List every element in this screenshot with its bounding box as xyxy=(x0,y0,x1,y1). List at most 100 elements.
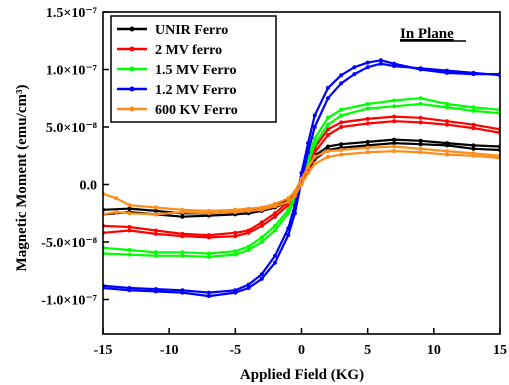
x-axis-title: Applied Field (KG) xyxy=(240,367,364,383)
data-point-1-2-mv-ferro-down-6 xyxy=(247,283,251,287)
data-point-2-mv-ferro-down-17 xyxy=(392,115,396,119)
data-point-1-5-mv-ferro-down-20 xyxy=(472,105,476,109)
data-point-1-2-mv-ferro-down-21 xyxy=(445,71,449,75)
data-point-2-mv-ferro-down-18 xyxy=(419,116,423,120)
legend-label-600-kv-ferro: 600 KV Ferro xyxy=(155,103,238,118)
data-point-1-2-mv-ferro-up-16 xyxy=(352,72,356,76)
x-tick-label-5: 10 xyxy=(427,343,441,358)
data-point-2-mv-ferro-up-19 xyxy=(445,123,449,127)
data-point-1-2-mv-ferro-up-9 xyxy=(286,233,290,237)
data-point-2-mv-ferro-up-20 xyxy=(472,126,476,130)
data-point-2-mv-ferro-down-15 xyxy=(339,120,343,124)
data-point-600-kv-ferro-up-16 xyxy=(339,153,343,157)
data-point-1-2-mv-ferro-down-8 xyxy=(273,254,277,258)
data-point-1-5-mv-ferro-down-19 xyxy=(445,102,449,106)
data-point-2-mv-ferro-down-16 xyxy=(366,117,370,121)
y-axis-title: Magnetic Moment (emu/cm³) xyxy=(14,85,30,272)
data-point-600-kv-ferro-down-3 xyxy=(154,206,158,210)
data-point-600-kv-ferro-up-17 xyxy=(366,150,370,154)
data-point-2-mv-ferro-down-19 xyxy=(445,119,449,123)
data-point-1-5-mv-ferro-up-8 xyxy=(273,229,277,233)
legend-label-unir-ferro: UNIR Ferro xyxy=(155,23,228,38)
data-point-2-mv-ferro-up-15 xyxy=(339,125,343,129)
data-point-600-kv-ferro-down-1 xyxy=(114,196,118,200)
data-point-1-5-mv-ferro-up-14 xyxy=(326,123,330,127)
data-point-600-kv-ferro-up-3 xyxy=(154,212,158,216)
data-point-1-5-mv-ferro-up-16 xyxy=(366,107,370,111)
data-point-600-kv-ferro-up-18 xyxy=(392,149,396,153)
data-point-1-2-mv-ferro-down-5 xyxy=(233,288,237,292)
data-point-1-5-mv-ferro-up-18 xyxy=(419,102,423,106)
data-point-600-kv-ferro-down-9 xyxy=(273,202,277,206)
data-point-1-2-mv-ferro-up-15 xyxy=(339,81,343,85)
legend-label-1-2-mv-ferro: 1.2 MV Ferro xyxy=(155,83,237,98)
data-point-unir-ferro-down-14 xyxy=(326,145,330,149)
data-point-1-5-mv-ferro-down-17 xyxy=(392,99,396,103)
data-point-600-kv-ferro-down-20 xyxy=(445,149,449,153)
legend-marker-1-5-mv-ferro xyxy=(130,67,135,72)
data-point-2-mv-ferro-down-6 xyxy=(247,229,251,233)
x-tick-label-1: -10 xyxy=(160,343,179,358)
data-point-1-2-mv-ferro-down-3 xyxy=(180,288,184,292)
data-point-600-kv-ferro-up-2 xyxy=(128,211,132,215)
data-point-1-2-mv-ferro-down-4 xyxy=(207,291,211,295)
data-point-600-kv-ferro-down-16 xyxy=(339,148,343,152)
legend-label-1-5-mv-ferro: 1.5 MV Ferro xyxy=(155,63,237,78)
data-point-1-5-mv-ferro-up-15 xyxy=(339,114,343,118)
data-point-2-mv-ferro-up-18 xyxy=(419,120,423,124)
data-point-unir-ferro-down-16 xyxy=(366,140,370,144)
data-point-600-kv-ferro-down-18 xyxy=(392,145,396,149)
y-tick-label-2: 0.0 xyxy=(80,179,98,194)
data-point-1-5-mv-ferro-down-18 xyxy=(419,96,423,100)
data-point-600-kv-ferro-down-2 xyxy=(128,203,132,207)
data-point-1-2-mv-ferro-up-14 xyxy=(326,96,330,100)
data-point-1-5-mv-ferro-down-14 xyxy=(326,116,330,120)
data-point-600-kv-ferro-down-11 xyxy=(293,189,297,193)
data-point-1-5-mv-ferro-down-4 xyxy=(207,252,211,256)
data-point-600-kv-ferro-up-10 xyxy=(286,200,290,204)
data-point-2-mv-ferro-up-17 xyxy=(392,119,396,123)
legend-marker-600-kv-ferro xyxy=(130,107,135,112)
data-point-600-kv-ferro-down-10 xyxy=(286,196,290,200)
data-point-2-mv-ferro-up-16 xyxy=(366,122,370,126)
data-point-unir-ferro-up-20 xyxy=(472,147,476,151)
data-point-600-kv-ferro-down-7 xyxy=(247,207,251,211)
data-point-1-5-mv-ferro-down-5 xyxy=(233,249,237,253)
data-point-600-kv-ferro-down-5 xyxy=(207,209,211,213)
data-point-1-5-mv-ferro-up-5 xyxy=(233,253,237,257)
data-point-2-mv-ferro-up-1 xyxy=(128,229,132,233)
data-point-1-5-mv-ferro-down-1 xyxy=(128,248,132,252)
data-point-1-2-mv-ferro-up-17 xyxy=(366,65,370,69)
legend-marker-1-2-mv-ferro xyxy=(130,87,135,92)
data-point-1-2-mv-ferro-down-20 xyxy=(419,68,423,72)
y-tick-label-1: -5.0×10⁻⁸ xyxy=(41,236,97,251)
legend-marker-unir-ferro xyxy=(130,27,135,32)
data-point-1-2-mv-ferro-down-12 xyxy=(306,141,310,145)
data-point-600-kv-ferro-down-13 xyxy=(306,165,310,169)
data-point-1-2-mv-ferro-down-17 xyxy=(366,61,370,65)
data-point-1-2-mv-ferro-down-7 xyxy=(260,272,264,276)
data-point-2-mv-ferro-down-5 xyxy=(233,231,237,235)
legend-label-2-mv-ferro: 2 MV ferro xyxy=(155,43,222,58)
data-point-600-kv-ferro-up-1 xyxy=(114,210,118,214)
data-point-unir-ferro-down-19 xyxy=(445,141,449,145)
x-tick-label-3: 0 xyxy=(298,343,305,358)
data-point-2-mv-ferro-down-7 xyxy=(260,220,264,224)
data-point-2-mv-ferro-down-20 xyxy=(472,123,476,127)
annotation-in-plane: In Plane xyxy=(400,26,454,42)
data-point-2-mv-ferro-down-8 xyxy=(273,211,277,215)
y-tick-label-3: 5.0×10⁻⁸ xyxy=(46,121,97,136)
data-point-1-5-mv-ferro-up-17 xyxy=(392,104,396,108)
data-point-1-2-mv-ferro-down-13 xyxy=(313,114,317,118)
data-point-600-kv-ferro-down-15 xyxy=(326,149,330,153)
data-point-1-2-mv-ferro-up-8 xyxy=(273,261,277,265)
data-point-1-2-mv-ferro-down-16 xyxy=(352,65,356,69)
x-tick-label-6: 15 xyxy=(493,343,507,358)
data-point-600-kv-ferro-up-14 xyxy=(313,162,317,166)
data-point-1-2-mv-ferro-down-19 xyxy=(392,62,396,66)
data-point-1-2-mv-ferro-down-14 xyxy=(326,86,330,90)
data-point-1-5-mv-ferro-up-20 xyxy=(472,109,476,113)
data-point-600-kv-ferro-down-12 xyxy=(300,177,304,181)
data-point-2-mv-ferro-down-2 xyxy=(154,229,158,233)
